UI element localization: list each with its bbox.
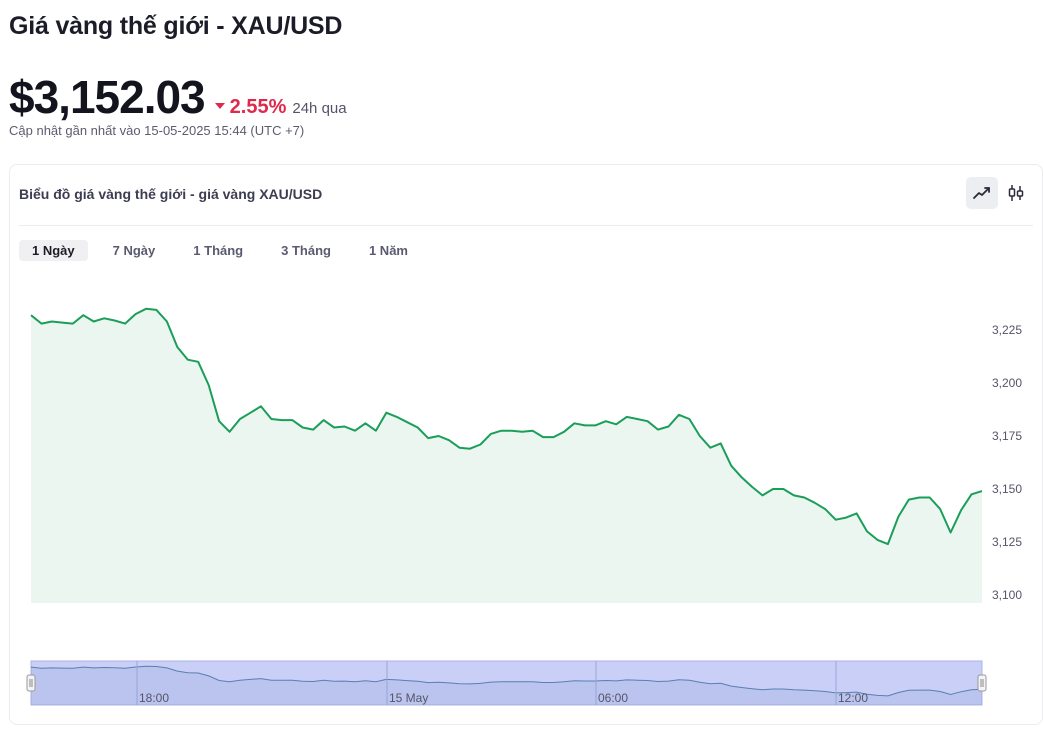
navigator-label: 12:00 [838,691,868,705]
card-divider [19,225,1033,226]
y-tick-label: 3,125 [992,535,1022,549]
page-title: Giá vàng thế giới - XAU/USD [9,12,343,40]
price-line [30,307,983,546]
navigator-label: 18:00 [139,691,169,705]
tab-7-days[interactable]: 7 Ngày [112,243,156,258]
price-row: $3,152.03 2.55% 24h qua [9,70,347,124]
navigator-handle [26,674,36,692]
change-percent: 2.55% [229,96,287,118]
price-change: 2.55% 24h qua [214,96,347,119]
change-period: 24h qua [292,100,347,117]
chart-type-toggle [966,177,1032,209]
current-price: $3,152.03 [9,71,206,123]
y-tick-label: 3,100 [992,588,1022,602]
y-tick-label: 3,200 [992,376,1022,390]
price-area [31,308,982,603]
last-updated: Cập nhật gần nhất vào 15-05-2025 15:44 (… [9,123,305,138]
navigator-line [30,665,983,697]
y-tick-label: 3,150 [992,482,1022,496]
tab-1-year[interactable]: 1 Năm [368,243,408,258]
timeframe-tabs: 1 Ngày 7 Ngày 1 Tháng 3 Tháng 1 Năm [19,240,433,261]
tab-3-months[interactable]: 3 Tháng [281,243,331,258]
tab-1-day[interactable]: 1 Ngày [19,240,88,261]
navigator-label: 15 May [389,691,428,705]
candlestick-button[interactable] [1000,177,1032,209]
y-tick-label: 3,175 [992,429,1022,443]
line-chart-button[interactable] [966,177,998,209]
y-tick-label: 3,225 [992,323,1022,337]
navigator-area [31,666,982,705]
caret-down-icon [214,103,225,109]
navigator-handle [977,674,987,692]
chart-title: Biểu đồ giá vàng thế giới - giá vàng XAU… [19,186,323,202]
candlestick-icon [1008,185,1024,201]
tab-1-month[interactable]: 1 Tháng [193,243,244,258]
line-chart-icon [973,187,990,199]
navigator-label: 06:00 [598,691,628,705]
